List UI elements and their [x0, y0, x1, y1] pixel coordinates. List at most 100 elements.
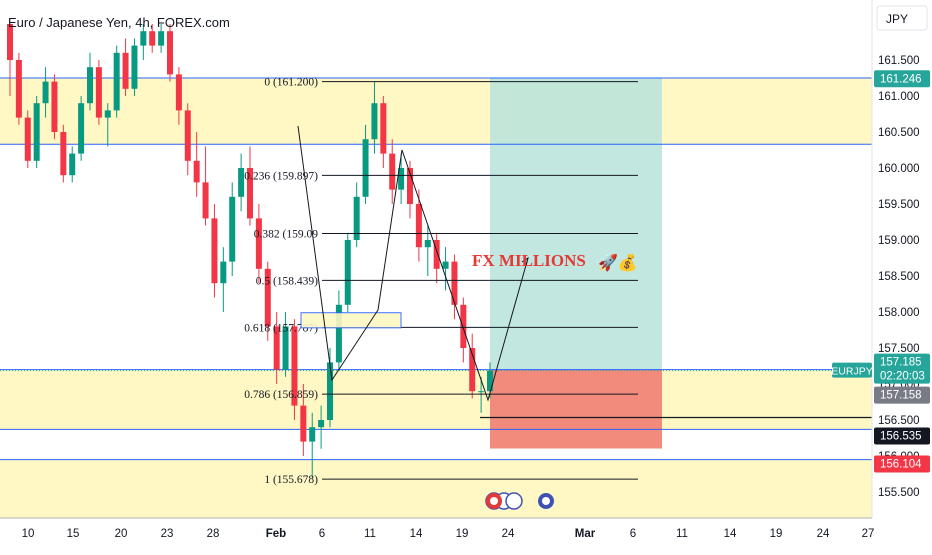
zones-layer	[0, 78, 872, 528]
candle-body	[344, 240, 351, 305]
time-tick-label: Feb	[266, 528, 286, 540]
time-tick-label: 19	[770, 528, 783, 540]
candle	[113, 45, 120, 118]
candle	[255, 204, 262, 284]
horizontal-lines	[0, 77, 872, 461]
projection-path[interactable]	[297, 125, 529, 402]
price-badges: EURJPY 161.246 157.185 02:20:03 157.158 156.5…	[831, 70, 930, 473]
candle	[42, 67, 49, 118]
candle	[24, 110, 31, 168]
candle-body	[300, 405, 307, 442]
candle	[282, 312, 289, 377]
candle	[69, 146, 76, 183]
candle-body	[255, 218, 262, 269]
candle	[122, 38, 129, 96]
price-badge-4[interactable]	[874, 455, 930, 473]
candle-body	[7, 24, 13, 60]
candle-body	[220, 261, 227, 284]
candle	[33, 96, 40, 168]
candle	[353, 182, 360, 248]
candle	[478, 376, 485, 413]
event-icons[interactable]	[485, 492, 554, 510]
candle	[175, 67, 182, 125]
candle	[371, 81, 378, 154]
candle-body	[184, 110, 191, 161]
time-tick-label: 6	[319, 528, 325, 540]
price-badge-3[interactable]	[874, 427, 930, 445]
time-tick-label: Mar	[575, 528, 596, 540]
candle	[460, 297, 467, 363]
chart-title: Euro / Japanese Yen, 4h, FOREX.com	[8, 15, 230, 30]
candle	[273, 312, 280, 384]
candle-body	[113, 52, 120, 111]
price-badge-0[interactable]	[874, 70, 930, 88]
candle	[238, 153, 245, 212]
price-tick-label: 156.500	[878, 415, 920, 427]
candle-body	[407, 168, 413, 204]
time-tick-label: 14	[410, 528, 423, 540]
candle-body	[149, 31, 156, 46]
price-badge-text-1: 157.185	[880, 357, 922, 369]
candle-body	[282, 326, 289, 370]
price-badge-2[interactable]	[874, 386, 930, 404]
currency-text: JPY	[886, 12, 908, 26]
time-tick-label: 27	[862, 528, 875, 540]
candle-body	[131, 45, 138, 89]
candle-body	[33, 103, 40, 161]
candle-body	[469, 348, 476, 392]
candle-body	[398, 168, 405, 190]
loss-zone[interactable]	[490, 369, 662, 449]
candle-body	[158, 31, 165, 46]
price-tick-label: 161.500	[878, 55, 920, 67]
event-icon-1	[485, 492, 523, 510]
zone-0[interactable]	[0, 78, 872, 145]
zone-1[interactable]	[0, 369, 872, 430]
candle-body	[478, 391, 485, 393]
price-badge-text-0: 161.246	[880, 73, 922, 85]
candle-body	[87, 67, 93, 104]
candle	[398, 153, 405, 204]
candle	[451, 254, 458, 320]
fib-level-label-1: 0.236 (159.897)	[244, 170, 318, 182]
candle	[220, 247, 227, 312]
candle	[327, 348, 333, 428]
candle-body	[273, 326, 280, 370]
candle-body	[238, 168, 245, 197]
fib-level-label-0: 0 (161.200)	[264, 77, 318, 89]
symbol-badge-text: EURJPY	[831, 366, 872, 378]
time-tick-label: 11	[676, 528, 688, 540]
candle	[60, 124, 67, 183]
candle	[433, 232, 440, 284]
candle	[95, 60, 102, 125]
currency-label[interactable]: JPY	[876, 5, 928, 31]
price-tick-label: 159.500	[878, 199, 920, 211]
time-tick-label: 14	[724, 528, 737, 540]
candle-body	[264, 268, 271, 327]
candles-layer	[7, 24, 493, 478]
candle-body	[353, 196, 360, 240]
candle	[51, 74, 58, 140]
fib-level-label-5: 0.786 (156.859)	[244, 389, 318, 401]
profit-zone[interactable]	[490, 78, 662, 370]
price-badge-text-4: 156.104	[880, 459, 922, 471]
price-badge-1[interactable]	[874, 353, 930, 384]
candle	[7, 24, 13, 96]
time-axis[interactable]	[0, 518, 932, 550]
time-tick-label: 23	[161, 528, 174, 540]
zone-2[interactable]	[0, 459, 872, 528]
candle	[78, 96, 85, 161]
candle	[407, 160, 413, 219]
time-tick-label: 24	[817, 528, 830, 540]
symbol-badge[interactable]	[832, 362, 872, 378]
order-block[interactable]	[300, 312, 402, 329]
candle	[131, 38, 138, 96]
candle-body	[327, 362, 333, 420]
price-tick-label: 157.500	[878, 343, 920, 355]
drawing-arrows	[297, 125, 529, 402]
candle	[442, 247, 449, 291]
fib-level-label-4: 0.618 (157.787)	[244, 322, 318, 334]
candle	[140, 24, 147, 60]
fib-level-label-3: 0.5 (158.439)	[256, 275, 318, 287]
price-tick-label: 155.500	[878, 487, 920, 499]
